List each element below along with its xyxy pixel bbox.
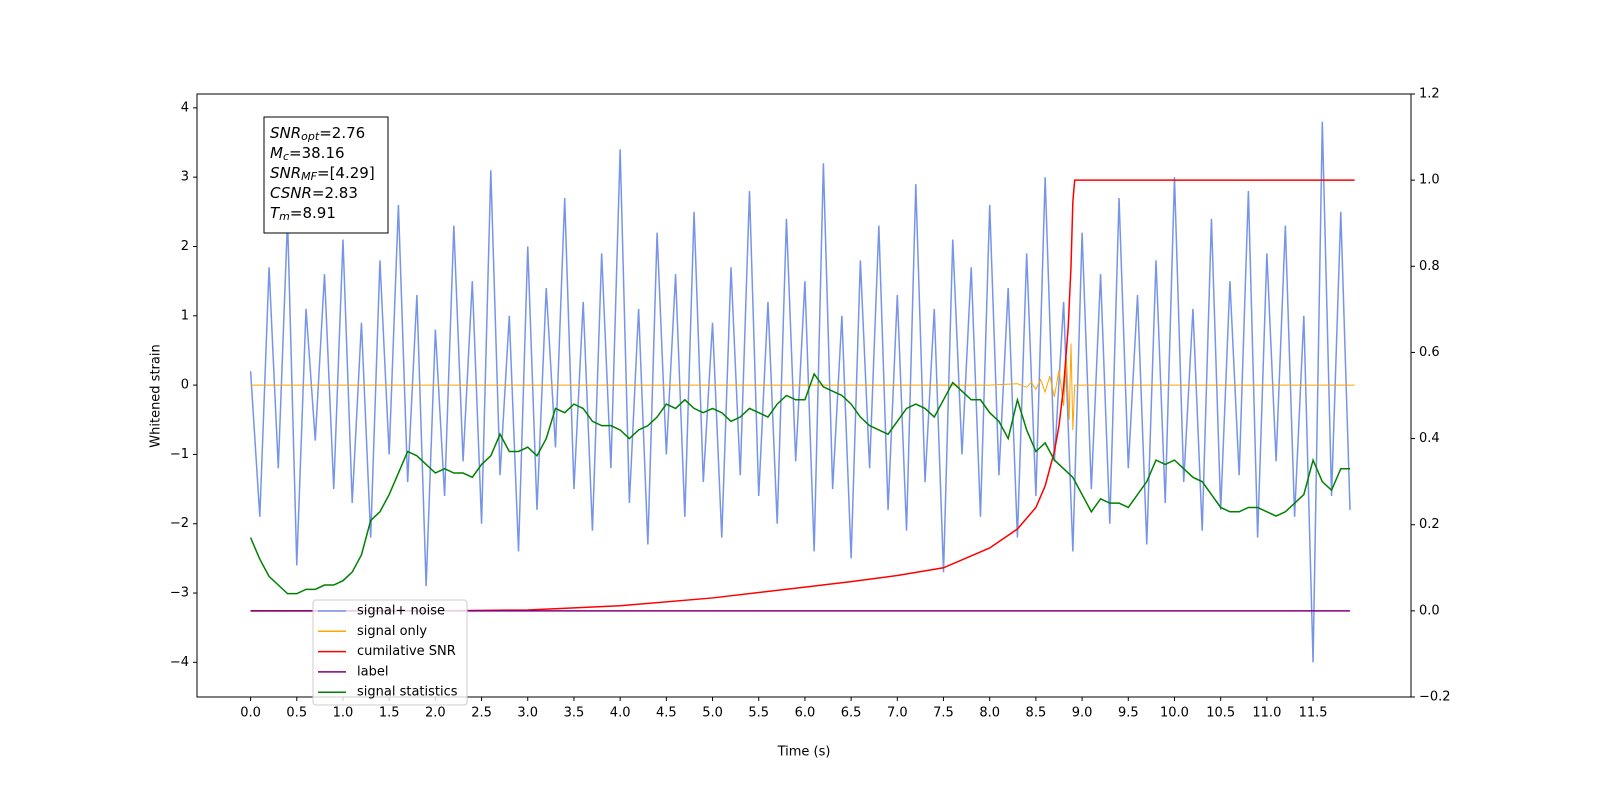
x-tick-label: 3.0 [517,706,538,721]
annotation-frame [263,116,389,234]
annotation-line: SNRMF=[4.29] [270,164,375,184]
x-tick-label: 10.0 [1160,706,1189,721]
annotation-rest: =8.91 [290,204,336,222]
y2-tick-label: 0.2 [1419,517,1440,532]
annotation-rest: =38.16 [289,144,345,162]
annotation-line: CSNR=2.83 [270,184,358,202]
y2-tick-label: 0.6 [1419,345,1440,360]
annotation-main: SNR [270,124,301,142]
y-tick-label: 3 [181,170,189,185]
annotation-line: SNRopt=2.76 [270,124,365,144]
y-tick-label: 0 [181,378,189,393]
x-tick-label: 3.5 [564,706,585,721]
series-line [250,179,1355,612]
y2-tick-label: 1.2 [1419,87,1440,102]
x-tick-label: 1.5 [379,706,400,721]
y-tick-label: −2 [170,516,189,531]
x-tick-label: 9.5 [1118,706,1139,721]
x-tick-label: 8.0 [979,706,1000,721]
annotation-sub: MF [301,170,317,183]
y-tick-label: 4 [181,100,189,115]
x-tick-label: 7.5 [933,706,954,721]
annotation-rest: =2.76 [319,124,365,142]
annotation-rest: =[4.29] [317,164,375,182]
annotation-box: SNRopt=2.76Mc=38.16SNRMF=[4.29]CSNR=2.83… [263,116,389,234]
annotation-line: Mc=38.16 [270,144,345,164]
x-tick-label: 7.0 [887,706,908,721]
x-tick-label: 5.0 [702,706,723,721]
x-tick-label: 8.5 [1026,706,1047,721]
legend-label: label [357,664,388,679]
annotation-sub: m [279,210,290,223]
annotation-sub: c [283,150,289,163]
legend-label: signal+ noise [357,604,445,619]
annotation-main: CSNR [270,184,312,202]
annotation-main: T [270,204,281,222]
legend: signal+ noise signal only cumilative SNR la… [312,599,468,706]
y2-tick-label: 0.8 [1419,259,1440,274]
y2-tick-label: 1.0 [1419,173,1440,188]
x-tick-label: 2.5 [471,706,492,721]
x-tick-label: 10.5 [1206,706,1235,721]
x-tick-label: 4.0 [610,706,631,721]
x-tick-label: 5.5 [748,706,769,721]
x-tick-label: 9.0 [1072,706,1093,721]
x-tick-label: 6.0 [795,706,816,721]
annotation-main: SNR [270,164,301,182]
x-tick-label: 2.0 [425,706,446,721]
y2-tick-label: 0.0 [1419,603,1440,618]
y-tick-label: −1 [170,447,189,462]
y2-tick-label: 0.4 [1419,431,1440,446]
x-tick-label: 1.0 [333,706,354,721]
x-tick-label: 11.5 [1299,706,1328,721]
x-tick-label: 11.0 [1252,706,1281,721]
plot-frame [196,93,1412,698]
legend-label: signal only [357,624,427,639]
series-line [249,121,1351,663]
y-axis-label: Whitened strain [149,344,164,447]
series-line [249,372,1351,595]
y-tick-label: 1 [181,308,189,323]
x-axis-label: Time (s) [777,745,831,760]
annotation-line: Tm=8.91 [270,204,336,224]
legend-frame [312,599,468,706]
annotation-sub: opt [301,130,320,143]
x-tick-label: 0.5 [286,706,307,721]
y2-tick-label: −0.2 [1419,690,1451,705]
x-tick-label: 0.0 [240,706,261,721]
y-tick-label: 2 [181,239,189,254]
series-line [250,343,1355,431]
x-tick-label: 4.5 [656,706,677,721]
legend-label: cumilative SNR [357,644,456,659]
y-tick-label: −4 [170,655,189,670]
legend-label: signal statistics [357,685,458,700]
x-tick-label: 6.5 [841,706,862,721]
annotation-main: M [270,144,283,162]
annotation-rest: =2.83 [312,184,358,202]
y-tick-label: −3 [170,586,189,601]
